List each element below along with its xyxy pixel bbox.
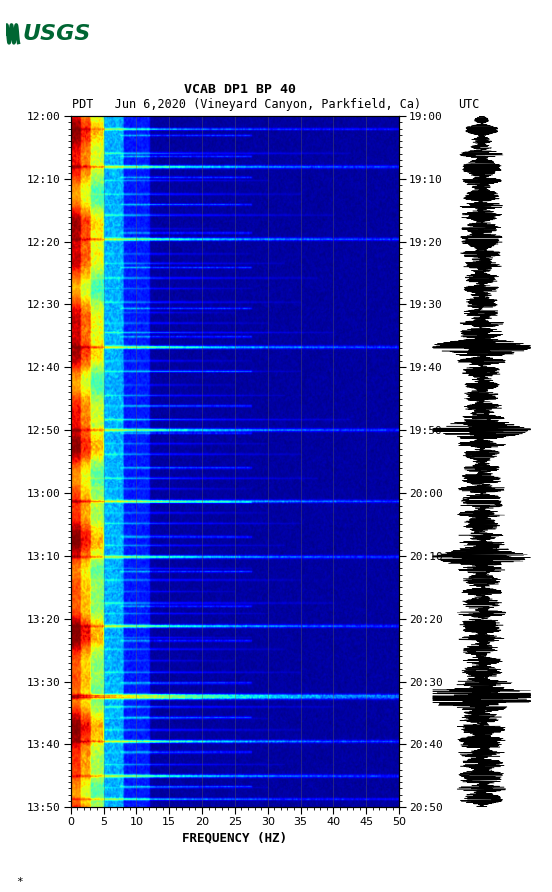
Text: *: * [17,877,23,887]
Text: VCAB DP1 BP 40: VCAB DP1 BP 40 [184,83,296,96]
Text: USGS: USGS [23,24,91,44]
Text: UTC: UTC [459,97,480,111]
Text: PDT   Jun 6,2020 (Vineyard Canyon, Parkfield, Ca): PDT Jun 6,2020 (Vineyard Canyon, Parkfie… [72,97,421,111]
X-axis label: FREQUENCY (HZ): FREQUENCY (HZ) [182,831,288,844]
